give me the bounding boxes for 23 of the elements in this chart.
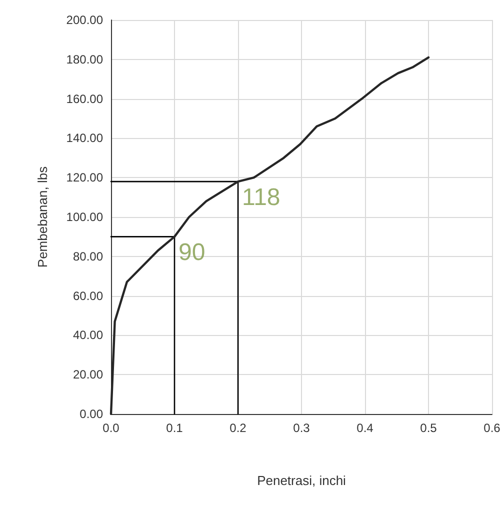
y-tick-label: 160.00 — [66, 92, 104, 106]
y-axis-title: Pembebanan, lbs — [35, 166, 50, 268]
x-tick-label: 0.6 — [484, 421, 501, 435]
x-tick-label: 0.0 — [102, 421, 120, 435]
y-tick-label: 180.00 — [66, 52, 104, 66]
x-tick-label: 0.1 — [166, 421, 184, 435]
annotation: 90 — [178, 239, 206, 266]
x-axis-title: Penetrasi, inchi — [257, 473, 346, 488]
y-tick-label: 80.00 — [72, 249, 104, 264]
y-tick-label: 0.00 — [80, 407, 104, 421]
x-tick-label: 0.5 — [420, 421, 438, 435]
y-tick-label: 120.00 — [66, 170, 104, 185]
line-series — [110, 56, 430, 416]
y-tick-label: 100.00 — [66, 210, 104, 224]
y-tick-label: 20.00 — [72, 368, 104, 382]
y-tick-label: 60.00 — [72, 288, 104, 303]
x-tick-label: 0.4 — [356, 421, 374, 435]
y-tick-label: 200.00 — [66, 13, 104, 27]
y-tick-label: 140.00 — [66, 131, 104, 146]
y-tick-label: 40.00 — [72, 328, 104, 342]
x-tick-label: 0.3 — [293, 421, 310, 435]
annotation: 118 — [242, 184, 280, 212]
x-tick-label: 0.2 — [230, 421, 247, 435]
